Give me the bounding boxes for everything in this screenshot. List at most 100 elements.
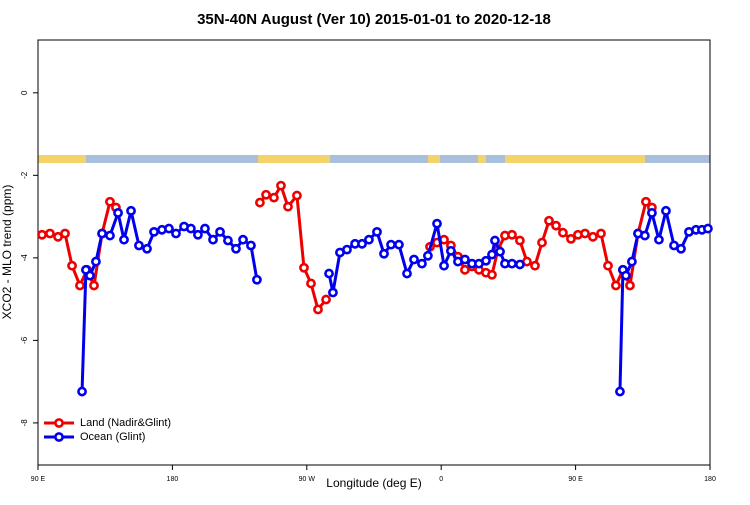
data-point [439,260,449,271]
x-tick-label: 90 E [568,476,583,483]
x-axis-label: Longitude (deg E) [326,476,421,490]
data-point [164,223,174,234]
data-point [215,226,225,237]
data-point [588,231,598,242]
data-point [299,262,309,273]
data-point [460,254,470,265]
data-point [269,192,279,203]
data-point [386,239,396,250]
data-point [134,240,144,251]
data-point [231,243,241,254]
data-point [625,280,635,291]
data-point [342,244,352,255]
y-tick-label: -4 [20,254,29,262]
data-point [276,180,286,191]
data-point [639,230,650,241]
x-tick-label: 0 [439,476,443,483]
data-point [283,201,293,212]
data-point [255,197,265,208]
data-point [537,237,547,248]
data-point [186,223,196,234]
data-point [321,294,331,305]
data-point [676,243,686,254]
legend-label: Ocean (Glint) [80,431,145,443]
data-point [544,215,554,226]
data-point [490,235,500,246]
data-point [75,280,85,291]
data-point [142,243,152,254]
x-tick-label: 180 [704,476,716,483]
data-point [85,270,95,281]
data-point [372,226,382,237]
series-line [618,207,709,392]
data-point [119,234,129,245]
data-point [580,228,590,239]
data-point [626,256,637,267]
data-point [487,249,497,260]
data-point [77,386,87,397]
data-point [647,207,657,218]
series-line [41,198,117,291]
data-point [507,258,517,269]
data-point [324,268,334,279]
data-point [246,240,256,251]
x-tick-label: 90 W [299,476,316,483]
data-point [495,246,505,257]
data-point [507,229,517,240]
data-point [611,280,621,291]
data-point [313,304,323,315]
data-point [423,250,433,261]
data-point [171,228,181,239]
data-point [530,260,540,271]
data-point [487,269,497,280]
data-point [238,234,248,245]
data-point [60,228,70,239]
data-point [703,223,713,234]
legend-label: Land (Nadir&Glint) [80,417,171,429]
data-point [292,190,302,201]
data-point [89,280,99,291]
y-axis-label: XCO2 - MLO trend (ppm) [0,185,14,320]
data-point [193,229,203,240]
data-point [654,234,664,245]
legend-marker [54,418,64,428]
y-tick-label: -6 [20,336,29,344]
land-mask-strip [38,155,710,163]
data-point [67,260,77,271]
data-point [45,228,55,239]
data-point [481,255,491,266]
data-point [394,239,404,250]
data-point [641,196,651,207]
legend: Land (Nadir&Glint) Ocean (Glint) [44,417,171,443]
data-point [551,220,561,231]
data-point [208,234,218,245]
data-point [379,248,389,259]
chart-title: 35N-40N August (Ver 10) 2015-01-01 to 20… [197,11,551,28]
data-point [417,258,427,269]
data-point [402,268,412,279]
x-tick-label: 180 [167,476,179,483]
data-point [149,226,159,237]
data-point [105,230,115,241]
y-tick-label: -8 [20,419,29,427]
data-point [596,228,606,239]
data-point [200,223,210,234]
data-point [558,227,568,238]
x-tick-label: 90 E [31,476,46,483]
data-point [97,228,107,239]
data-point [113,207,123,218]
plot-frame [37,39,711,466]
data-point [409,254,419,265]
data-point [223,235,233,246]
series-line [258,182,328,313]
data-point [306,278,316,289]
data-point [357,238,367,249]
data-point [252,274,262,285]
data-point [621,270,631,281]
data-point [105,196,115,207]
data-point [661,205,671,216]
data-point [37,229,47,240]
data-point [615,386,625,397]
data-point [446,245,456,256]
